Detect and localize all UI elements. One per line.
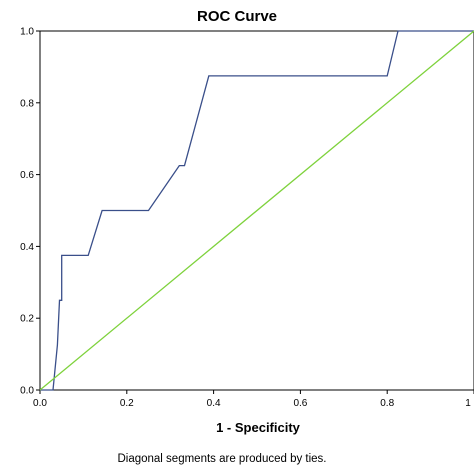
x-tick-label: 0.0: [33, 398, 47, 409]
y-tick-label: 1.0: [20, 27, 34, 38]
roc-curve-line: [40, 30, 474, 391]
x-axis-label: 1 - Specificity: [216, 420, 301, 435]
x-tick-label: 0.2: [120, 398, 134, 409]
y-tick-label: 0.2: [20, 314, 34, 325]
y-tick-label: 0.6: [20, 170, 34, 181]
y-axis-ticks: 0.0 0.2 0.4 0.6 0.8 1.0: [20, 27, 40, 397]
series-layer: [39, 30, 474, 391]
reference-diagonal-line: [39, 30, 474, 391]
x-axis-ticks: 0.0 0.2 0.4 0.6 0.8 1: [33, 390, 474, 409]
x-tick-label: 1: [465, 398, 471, 409]
y-tick-label: 0.0: [20, 386, 34, 397]
x-tick-label: 0.6: [293, 398, 307, 409]
x-tick-label: 0.4: [207, 398, 221, 409]
chart-title: ROC Curve: [197, 8, 277, 25]
chart-footnote: Diagonal segments are produced by ties.: [117, 453, 326, 465]
y-tick-label: 0.8: [20, 98, 34, 109]
x-tick-label: 0.8: [380, 398, 394, 409]
y-tick-label: 0.4: [20, 242, 34, 253]
